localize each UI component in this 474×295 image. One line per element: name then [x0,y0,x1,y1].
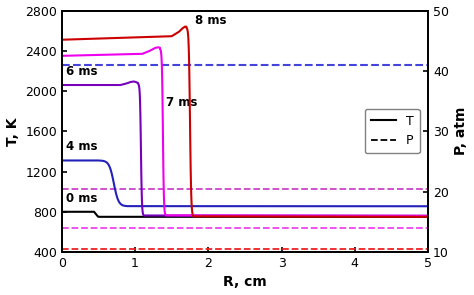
Text: 7 ms: 7 ms [166,96,197,109]
Y-axis label: P, atm: P, atm [455,107,468,155]
Legend: T, P: T, P [365,109,420,153]
Text: 0 ms: 0 ms [65,192,97,205]
Text: 4 ms: 4 ms [65,140,97,153]
Text: 6 ms: 6 ms [65,65,97,78]
Text: 8 ms: 8 ms [195,14,227,27]
Y-axis label: T, K: T, K [6,117,19,145]
X-axis label: R, cm: R, cm [223,276,267,289]
